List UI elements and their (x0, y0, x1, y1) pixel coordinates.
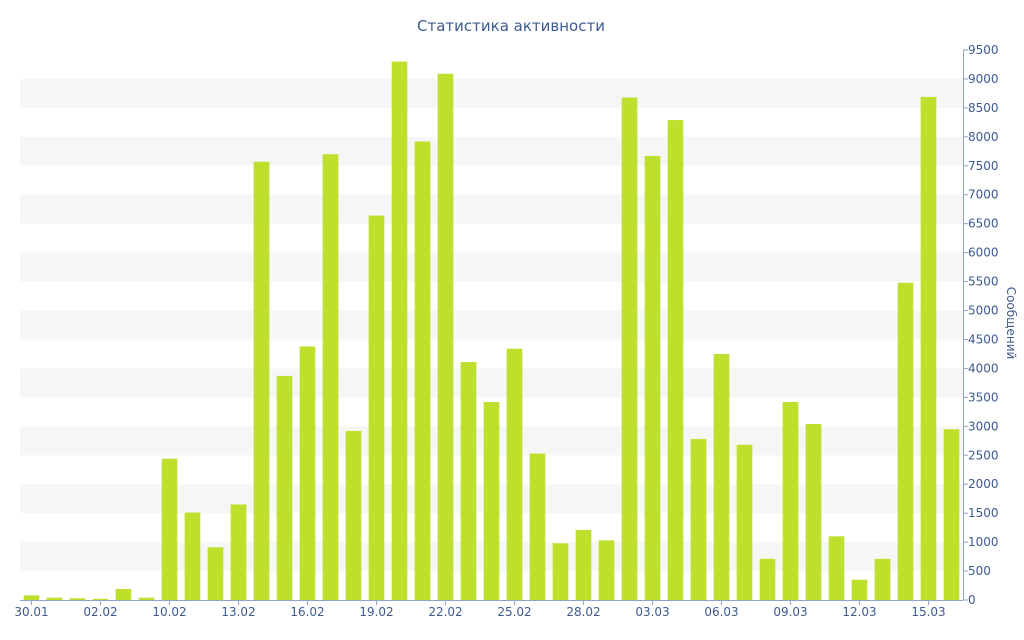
bar-13.03 (874, 558, 891, 600)
x-tick-label: 16.02 (290, 605, 324, 619)
bar-07.03 (736, 444, 753, 600)
grid-band (20, 136, 963, 166)
bar-19.02 (368, 215, 385, 600)
y-tick-label: 500 (968, 564, 991, 578)
y-tick-label: 5500 (968, 275, 999, 289)
y-tick-label: 9000 (968, 72, 999, 86)
x-tick-label: 03.03 (635, 605, 669, 619)
bar-01.02 (69, 598, 86, 600)
x-tick-label: 30.01 (14, 605, 48, 619)
bar-15.02 (276, 375, 293, 600)
y-tick-label: 0 (968, 593, 976, 607)
y-tick-label: 4000 (968, 361, 999, 375)
grid-band (20, 368, 963, 398)
y-tick-label: 3500 (968, 390, 999, 404)
bar-11.03 (828, 536, 845, 600)
x-tick-label: 09.03 (773, 605, 807, 619)
x-tick-label: 02.02 (83, 605, 117, 619)
bar-13.02 (230, 504, 247, 600)
bar-30.01 (23, 595, 40, 600)
bar-10.03 (805, 424, 822, 600)
bars (23, 61, 960, 601)
x-tick-label: 22.02 (428, 605, 462, 619)
bar-16.03 (943, 429, 960, 600)
bar-28.02 (575, 529, 592, 600)
x-tick-label: 19.02 (359, 605, 393, 619)
chart-title: Статистика активности (417, 17, 605, 35)
bar-09.03 (782, 402, 799, 600)
bar-22.02 (437, 73, 454, 601)
bar-26.02 (529, 453, 546, 600)
y-tick-label: 2500 (968, 448, 999, 462)
bar-12.03 (851, 579, 868, 600)
bar-03.03 (644, 155, 661, 600)
bar-17.02 (322, 154, 339, 601)
y-tick-label: 6500 (968, 217, 999, 231)
bar-31.01 (46, 597, 63, 600)
bar-18.02 (345, 430, 362, 600)
bar-10.02 (161, 458, 178, 600)
bar-27.02 (552, 543, 569, 600)
y-tick-label: 1000 (968, 535, 999, 549)
bar-05.03 (690, 439, 707, 600)
grid-band (20, 252, 963, 282)
bar-03.02 (115, 589, 132, 600)
x-tick-label: 25.02 (497, 605, 531, 619)
x-tick-label: 13.02 (221, 605, 255, 619)
y-tick-label: 5000 (968, 304, 999, 318)
bar-14.03 (897, 282, 914, 600)
bar-04.02 (138, 597, 155, 600)
y-tick-label: 7000 (968, 188, 999, 202)
grid-band (20, 310, 963, 340)
y-tick-label: 7500 (968, 159, 999, 173)
bar-04.03 (667, 120, 684, 600)
y-tick-label: 8500 (968, 101, 999, 115)
x-tick-label: 28.02 (566, 605, 600, 619)
bar-16.02 (299, 346, 316, 600)
y-axis-label: Сообщений (1004, 287, 1018, 360)
y-axis: 0 500 1000 1500 2000 2500 3000 3500 4000 4500 5000… (963, 43, 999, 607)
bar-20.02 (391, 61, 408, 600)
bar-24.02 (483, 402, 500, 600)
bar-11.02 (184, 512, 201, 600)
bar-02.02 (92, 598, 109, 600)
bar-15.03 (920, 96, 937, 600)
bar-14.02 (253, 161, 270, 600)
bar-12.02 (207, 547, 224, 600)
y-tick-label: 9500 (968, 43, 999, 57)
bar-23.02 (460, 362, 477, 600)
bar-08.03 (759, 558, 776, 600)
bar-25.02 (506, 348, 523, 600)
x-tick-label: 06.03 (704, 605, 738, 619)
y-tick-label: 4500 (968, 332, 999, 346)
grid-band (20, 78, 963, 108)
x-tick-label: 15.03 (911, 605, 945, 619)
y-tick-label: 2000 (968, 477, 999, 491)
y-tick-label: 3000 (968, 419, 999, 433)
y-tick-label: 1500 (968, 506, 999, 520)
x-axis: 30.01 02.02 10.02 13.02 16.02 19.02 22.02 25.02… (14, 600, 963, 619)
bar-06.03 (713, 353, 730, 600)
y-tick-label: 8000 (968, 130, 999, 144)
x-tick-label: 12.03 (842, 605, 876, 619)
bar-21.02 (414, 141, 431, 600)
x-tick-label: 10.02 (152, 605, 186, 619)
bar-01.03 (598, 540, 615, 600)
bar-02.03 (621, 97, 638, 600)
y-tick-label: 6000 (968, 246, 999, 260)
grid-band (20, 194, 963, 224)
